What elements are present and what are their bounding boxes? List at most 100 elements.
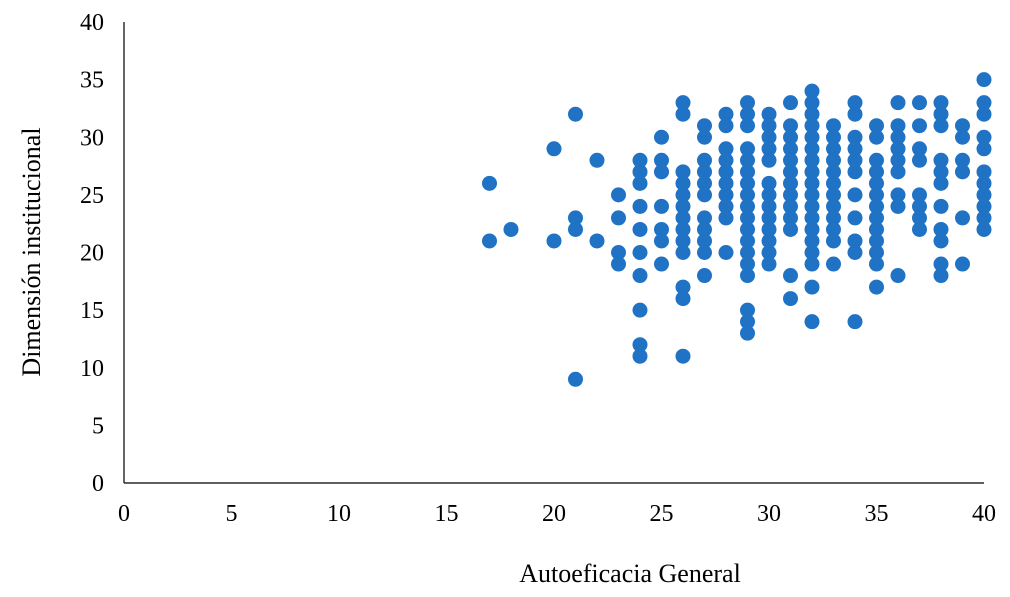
data-point — [783, 198, 798, 214]
data-point — [654, 152, 669, 168]
data-point — [632, 348, 648, 364]
data-point — [761, 221, 777, 237]
data-point — [976, 187, 992, 203]
data-point — [890, 129, 906, 145]
data-point — [482, 233, 497, 249]
data-point — [976, 164, 992, 180]
data-point — [847, 187, 863, 203]
y-tick-label: 30 — [80, 125, 104, 151]
data-point — [718, 164, 734, 180]
data-point — [976, 210, 992, 226]
data-point — [675, 245, 691, 260]
data-point — [675, 279, 691, 295]
data-point — [740, 106, 755, 122]
data-point — [654, 221, 669, 237]
data-point — [847, 106, 863, 122]
data-point — [654, 164, 669, 180]
data-point — [632, 268, 648, 284]
data-point — [568, 106, 583, 122]
data-point — [675, 348, 691, 364]
data-point — [697, 210, 712, 226]
data-point — [675, 210, 691, 226]
data-point — [847, 210, 863, 226]
data-point — [632, 164, 648, 180]
data-point — [826, 118, 841, 134]
data-point — [912, 95, 927, 111]
data-point — [761, 141, 777, 157]
data-point — [482, 175, 497, 191]
data-point — [761, 256, 777, 272]
data-point — [890, 198, 906, 214]
data-point — [675, 291, 691, 307]
data-point — [955, 210, 970, 226]
data-point — [589, 152, 605, 168]
data-point — [826, 175, 841, 191]
data-point — [740, 164, 755, 180]
data-point — [826, 187, 841, 203]
data-point — [740, 233, 755, 249]
data-point — [740, 118, 755, 134]
data-point — [804, 256, 820, 272]
data-point — [955, 152, 970, 168]
data-point — [740, 245, 755, 260]
data-point — [632, 152, 648, 168]
x-tick-label: 30 — [757, 501, 781, 527]
data-point — [847, 141, 863, 157]
data-point — [718, 175, 734, 191]
y-tick-label: 20 — [80, 241, 104, 267]
data-point — [847, 95, 863, 111]
data-point — [697, 118, 712, 134]
data-point — [697, 268, 712, 284]
data-point — [740, 325, 755, 341]
data-point — [697, 187, 712, 203]
y-tick-label: 25 — [80, 183, 104, 209]
data-point — [826, 129, 841, 145]
data-point — [611, 187, 626, 203]
data-point — [761, 129, 777, 145]
data-point — [568, 210, 583, 226]
data-point — [933, 95, 949, 111]
data-point — [804, 233, 820, 249]
data-point — [933, 256, 949, 272]
data-point — [976, 129, 992, 145]
data-point — [912, 118, 927, 134]
data-point — [718, 245, 734, 260]
data-point — [912, 198, 927, 214]
data-point — [740, 268, 755, 284]
data-point — [697, 175, 712, 191]
data-point — [933, 164, 949, 180]
data-point — [654, 198, 669, 214]
data-point — [654, 129, 669, 145]
data-point — [890, 187, 906, 203]
data-point — [826, 152, 841, 168]
data-point — [933, 198, 949, 214]
data-point — [761, 106, 777, 122]
data-point — [740, 314, 755, 330]
data-point — [912, 152, 927, 168]
data-point — [611, 210, 626, 226]
data-point — [869, 279, 884, 295]
x-tick-label: 5 — [226, 501, 238, 527]
data-point — [869, 210, 884, 226]
y-axis-title: Dimensión institucional — [17, 127, 46, 376]
data-point — [718, 141, 734, 157]
data-point — [890, 164, 906, 180]
data-point — [740, 221, 755, 237]
data-point — [761, 233, 777, 249]
data-point — [718, 118, 734, 134]
data-point — [783, 175, 798, 191]
data-points — [482, 72, 992, 387]
data-point — [804, 95, 820, 111]
data-point — [783, 95, 798, 111]
data-point — [869, 164, 884, 180]
data-point — [976, 198, 992, 214]
data-point — [761, 198, 777, 214]
y-tick-label: 15 — [80, 298, 104, 324]
data-point — [804, 198, 820, 214]
data-point — [976, 221, 992, 237]
data-point — [826, 141, 841, 157]
data-point — [869, 175, 884, 191]
data-point — [783, 210, 798, 226]
data-point — [632, 245, 648, 260]
data-point — [783, 187, 798, 203]
